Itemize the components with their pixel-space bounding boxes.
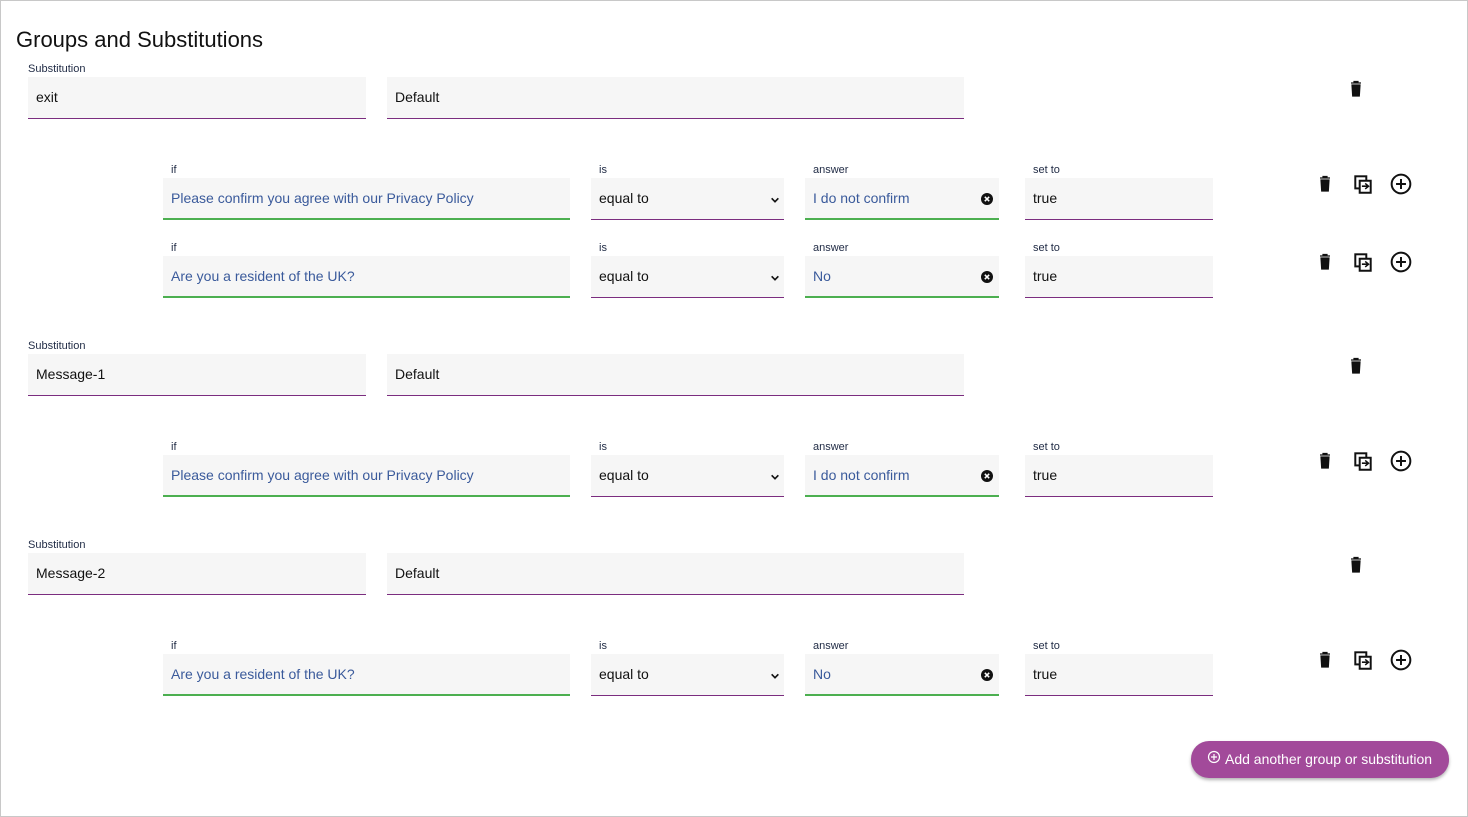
substitution-name-input[interactable]: Message-1 (28, 354, 366, 396)
answer-input[interactable]: I do not confirm (805, 455, 999, 497)
answer-input[interactable]: I do not confirm (805, 178, 999, 220)
delete-condition[interactable] (1315, 174, 1335, 194)
substitution-default-input[interactable]: Default (387, 553, 964, 595)
substitution-label: Substitution (28, 63, 86, 75)
substitution-default-input[interactable]: Default (387, 77, 964, 119)
set-to-label: set to (1033, 242, 1060, 254)
page-title: Groups and Substitutions (16, 27, 264, 52)
if-input[interactable]: Are you a resident of the UK? (163, 654, 570, 696)
select-arrow (771, 275, 779, 281)
is-label: is (599, 242, 607, 254)
add-condition[interactable] (1390, 649, 1412, 671)
select-arrow (771, 673, 779, 679)
if-input[interactable]: Are you a resident of the UK? (163, 256, 570, 298)
is-select[interactable]: equal to (591, 178, 784, 220)
add-icon (1207, 750, 1221, 764)
set-to-input[interactable]: true (1025, 455, 1213, 497)
set-to-label: set to (1033, 164, 1060, 176)
add-condition[interactable] (1390, 173, 1412, 195)
substitution-label: Substitution (28, 539, 86, 551)
is-select[interactable]: equal to (591, 256, 784, 298)
if-label: if (171, 164, 177, 176)
set-to-input[interactable]: true (1025, 256, 1213, 298)
duplicate-condition[interactable] (1352, 173, 1374, 195)
substitution-name-input[interactable]: exit (28, 77, 366, 119)
set-to-input[interactable]: true (1025, 178, 1213, 220)
delete-substitution[interactable] (1346, 555, 1366, 575)
substitution-label: Substitution (28, 340, 86, 352)
answer-label: answer (813, 441, 849, 453)
if-label: if (171, 640, 177, 652)
answer-label: answer (813, 242, 849, 254)
set-to-label: set to (1033, 640, 1060, 652)
is-label: is (599, 441, 607, 453)
select-arrow (771, 197, 779, 203)
duplicate-condition[interactable] (1352, 251, 1374, 273)
clear-answer[interactable] (981, 669, 993, 681)
duplicate-condition[interactable] (1352, 450, 1374, 472)
substitution-default-input[interactable]: Default (387, 354, 964, 396)
select-arrow (771, 474, 779, 480)
answer-label: answer (813, 164, 849, 176)
delete-condition[interactable] (1315, 252, 1335, 272)
delete-condition[interactable] (1315, 650, 1335, 670)
add-button[interactable]: Add another group or substitution (1191, 741, 1449, 778)
if-label: if (171, 441, 177, 453)
duplicate-condition[interactable] (1352, 649, 1374, 671)
clear-answer[interactable] (981, 470, 993, 482)
answer-label: answer (813, 640, 849, 652)
clear-answer[interactable] (981, 271, 993, 283)
add-condition[interactable] (1390, 450, 1412, 472)
if-input[interactable]: Please confirm you agree with our Privac… (163, 455, 570, 497)
if-label: if (171, 242, 177, 254)
set-to-input[interactable]: true (1025, 654, 1213, 696)
add-button-label: Add another group or substitution (1225, 751, 1433, 767)
is-select[interactable]: equal to (591, 455, 784, 497)
is-select[interactable]: equal to (591, 654, 784, 696)
add-condition[interactable] (1390, 251, 1412, 273)
substitution-name-input[interactable]: Message-2 (28, 553, 366, 595)
answer-input[interactable]: No (805, 256, 999, 298)
clear-answer[interactable] (981, 193, 993, 205)
set-to-label: set to (1033, 441, 1060, 453)
if-input[interactable]: Please confirm you agree with our Privac… (163, 178, 570, 220)
is-label: is (599, 164, 607, 176)
answer-input[interactable]: No (805, 654, 999, 696)
delete-substitution[interactable] (1346, 79, 1366, 99)
delete-substitution[interactable] (1346, 356, 1366, 376)
delete-condition[interactable] (1315, 451, 1335, 471)
is-label: is (599, 640, 607, 652)
